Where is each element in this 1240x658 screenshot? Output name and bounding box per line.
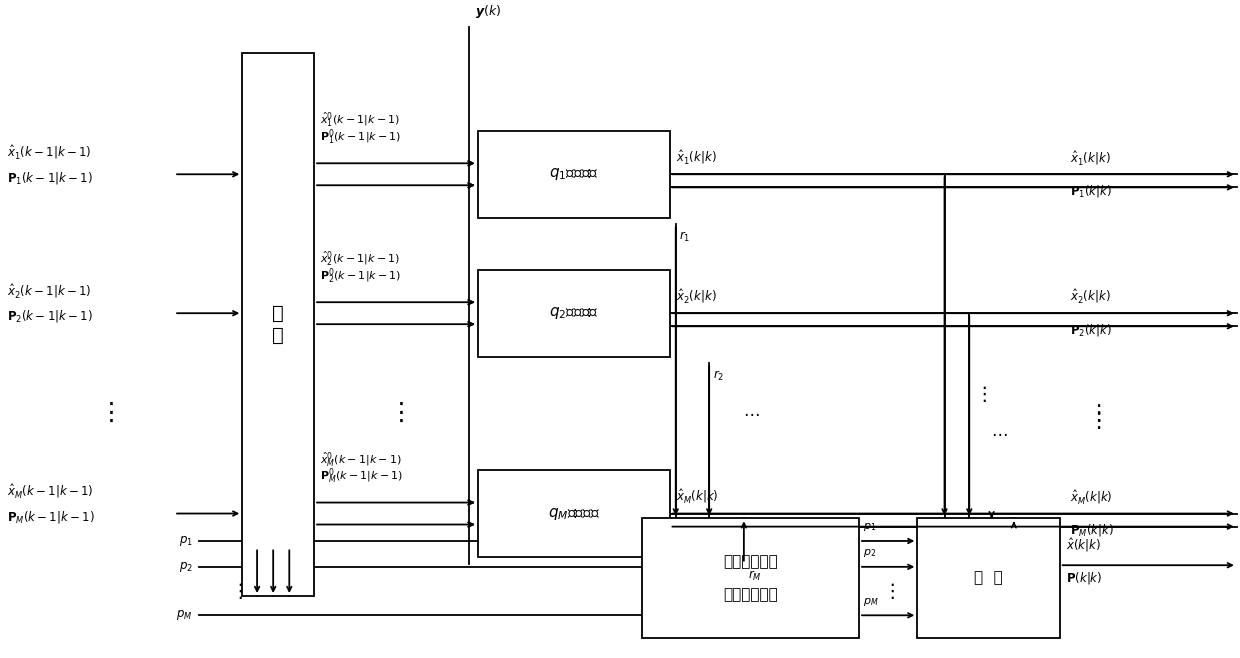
Text: $q_2$模态滤波: $q_2$模态滤波 — [549, 305, 599, 321]
Text: $p_1$: $p_1$ — [179, 534, 192, 548]
Text: $\vdots$: $\vdots$ — [882, 581, 894, 601]
FancyBboxPatch shape — [918, 519, 1060, 638]
Text: $\hat{x}_2(k|k)$: $\hat{x}_2(k|k)$ — [1070, 288, 1110, 305]
Text: $p_2$: $p_2$ — [863, 547, 875, 559]
Text: $\mathbf{P}_2^0(k-1|k-1)$: $\mathbf{P}_2^0(k-1|k-1)$ — [320, 266, 402, 286]
Text: $\cdots$: $\cdots$ — [743, 405, 760, 422]
Text: $\hat{x}_M(k|k)$: $\hat{x}_M(k|k)$ — [1070, 488, 1112, 506]
Text: $\hat{x}_2^0(k-1|k-1)$: $\hat{x}_2^0(k-1|k-1)$ — [320, 251, 401, 269]
Text: $r_2$: $r_2$ — [713, 368, 724, 382]
Text: $r_1$: $r_1$ — [680, 230, 691, 243]
Text: $\vdots$: $\vdots$ — [229, 581, 242, 601]
Text: $\hat{x}_2(k|k)$: $\hat{x}_2(k|k)$ — [676, 287, 717, 305]
Text: $r_M$: $r_M$ — [748, 569, 761, 583]
Text: $\mathbf{P}_1^0(k-1|k-1)$: $\mathbf{P}_1^0(k-1|k-1)$ — [320, 127, 402, 147]
FancyBboxPatch shape — [477, 470, 670, 557]
Text: $\hat{x}_M^0(k-1|k-1)$: $\hat{x}_M^0(k-1|k-1)$ — [320, 451, 402, 470]
Text: $\hat{x}_1(k-1|k-1)$: $\hat{x}_1(k-1|k-1)$ — [7, 143, 92, 161]
Text: 融  合: 融 合 — [975, 570, 1003, 586]
Text: 模态概率更新: 模态概率更新 — [723, 555, 777, 569]
FancyBboxPatch shape — [242, 53, 314, 596]
Text: $\hat{x}(k|k)$: $\hat{x}(k|k)$ — [1066, 536, 1101, 553]
Text: $\mathbf{P}(k|k)$: $\mathbf{P}(k|k)$ — [1066, 570, 1102, 586]
Text: $\mathbf{P}_1(k-1|k-1)$: $\mathbf{P}_1(k-1|k-1)$ — [7, 170, 93, 186]
Text: $p_M$: $p_M$ — [176, 608, 192, 622]
FancyBboxPatch shape — [642, 519, 859, 638]
Text: $\mathbf{P}_2(k|k)$: $\mathbf{P}_2(k|k)$ — [1070, 322, 1112, 338]
Text: $\vdots$: $\vdots$ — [1087, 402, 1101, 424]
Text: $\mathbf{P}_M(k|k)$: $\mathbf{P}_M(k|k)$ — [1070, 522, 1114, 538]
Text: $\boldsymbol{y}(k)$: $\boldsymbol{y}(k)$ — [475, 3, 501, 20]
Text: $\vdots$: $\vdots$ — [1087, 409, 1101, 431]
Text: $\mathbf{P}_2(k-1|k-1)$: $\mathbf{P}_2(k-1|k-1)$ — [7, 309, 93, 324]
Text: $\hat{x}_1(k|k)$: $\hat{x}_1(k|k)$ — [676, 148, 717, 166]
Text: $\cdots$: $\cdots$ — [991, 424, 1007, 442]
Text: $\mathbf{P}_M(k-1|k-1)$: $\mathbf{P}_M(k-1|k-1)$ — [7, 509, 94, 525]
Text: $\hat{x}_2(k-1|k-1)$: $\hat{x}_2(k-1|k-1)$ — [7, 282, 92, 299]
Text: $\mathbf{P}_M^0(k-1|k-1)$: $\mathbf{P}_M^0(k-1|k-1)$ — [320, 467, 403, 486]
Text: $p_2$: $p_2$ — [179, 560, 192, 574]
Text: $\hat{x}_M(k-1|k-1)$: $\hat{x}_M(k-1|k-1)$ — [7, 482, 93, 500]
Text: $\mathbf{P}_1(k|k)$: $\mathbf{P}_1(k|k)$ — [1070, 182, 1112, 199]
Text: $p_1$: $p_1$ — [863, 521, 877, 533]
Text: $p_M$: $p_M$ — [863, 595, 878, 607]
Text: $\vdots$: $\vdots$ — [98, 401, 114, 425]
Text: $\hat{x}_M(k|k)$: $\hat{x}_M(k|k)$ — [676, 487, 718, 505]
Text: 交
互: 交 互 — [273, 304, 284, 345]
Text: $\hat{x}_1(k|k)$: $\hat{x}_1(k|k)$ — [1070, 149, 1110, 166]
Text: $\vdots$: $\vdots$ — [975, 384, 987, 404]
Text: $\vdots$: $\vdots$ — [388, 401, 404, 425]
FancyBboxPatch shape — [477, 131, 670, 218]
Text: $q_1$模态滤波: $q_1$模态滤波 — [549, 166, 599, 182]
Text: 转移概率更新: 转移概率更新 — [723, 587, 777, 602]
Text: $\hat{x}_1^0(k-1|k-1)$: $\hat{x}_1^0(k-1|k-1)$ — [320, 111, 401, 130]
Text: $q_M$模态滤波: $q_M$模态滤波 — [548, 505, 600, 522]
FancyBboxPatch shape — [477, 270, 670, 357]
